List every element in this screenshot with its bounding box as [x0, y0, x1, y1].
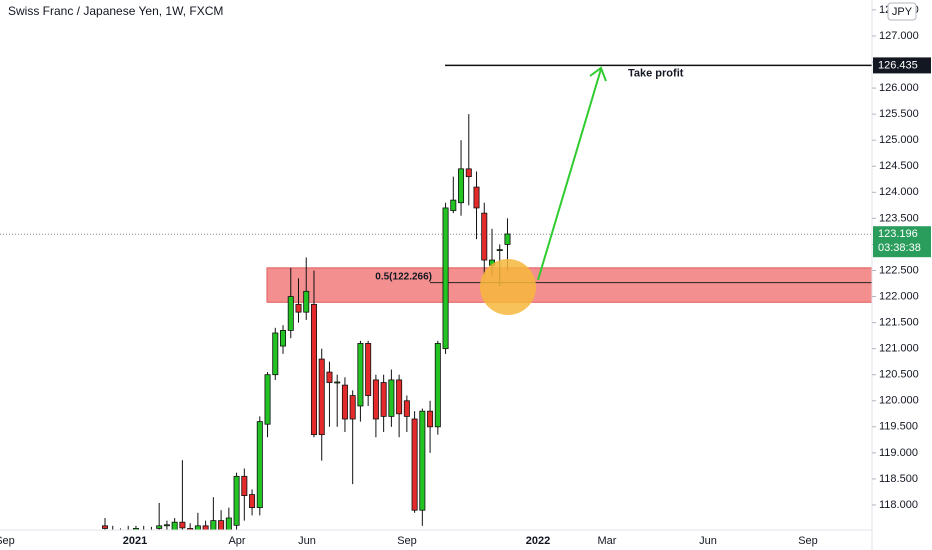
chart-title: Swiss Franc / Japanese Yen, 1W, FXCM [8, 4, 223, 18]
y-tick-label: 118.500 [879, 473, 918, 485]
x-tick-label: Jun [699, 535, 717, 547]
candle-body [388, 379, 395, 417]
currency-badge [887, 2, 917, 21]
y-tick-label: 121.000 [879, 343, 919, 355]
candle-body [504, 233, 511, 245]
take-profit-label: Take profit [628, 67, 684, 79]
candle-body [334, 381, 341, 384]
candle-body [171, 521, 178, 530]
x-tick-label: Mar [598, 535, 617, 547]
x-tick-label: 2021 [123, 535, 147, 547]
candle-body [241, 475, 248, 497]
y-tick-label: 123.500 [879, 212, 919, 224]
y-tick-label: 124.000 [879, 186, 919, 198]
y-tick-label: 126.000 [879, 82, 919, 94]
candle-body [194, 525, 201, 530]
candle-body [210, 520, 217, 530]
candle-body [396, 379, 403, 415]
highlight-circle [480, 259, 536, 315]
candle-body [427, 410, 434, 428]
support-zone [266, 267, 872, 303]
candle-body [272, 332, 279, 376]
candle-body [295, 303, 302, 313]
x-tick-label: Sep [397, 535, 417, 547]
candle-body [264, 374, 271, 425]
candle-body [280, 330, 287, 347]
candle-body [434, 343, 441, 428]
candle-body [179, 521, 186, 529]
candle-body [310, 303, 317, 436]
y-tick-label: 119.500 [879, 421, 918, 433]
candle-body [473, 186, 480, 209]
last-price-badge [873, 226, 931, 258]
candle-body [458, 168, 465, 204]
take-profit-badge [873, 57, 931, 74]
candle-body [442, 207, 449, 350]
take-profit-price: 126.435 [878, 59, 918, 71]
target-arrowhead [589, 66, 607, 82]
candle-body [465, 168, 472, 178]
y-tick-label: 125.500 [879, 108, 919, 120]
x-tick-label: Jun [298, 535, 316, 547]
target-arrow [537, 68, 602, 281]
candle-body [341, 384, 348, 420]
candle-body [249, 494, 256, 508]
candle-body [411, 418, 418, 511]
y-tick-label: 118.000 [879, 499, 918, 511]
currency-label: JPY [892, 6, 913, 18]
candle-body [357, 343, 364, 407]
candle-body [256, 421, 263, 508]
x-tick-label: Sep [0, 535, 15, 547]
candle-body [496, 249, 503, 252]
candle-body [225, 517, 232, 530]
x-tick-label: 2022 [526, 535, 550, 547]
candle-body [287, 296, 294, 331]
candle-body [380, 382, 387, 417]
candle-body [403, 400, 410, 417]
candle-body [163, 524, 170, 527]
plot-area [0, 64, 872, 530]
candle-body [481, 212, 488, 261]
y-tick-label: 120.000 [879, 395, 919, 407]
candle-body [303, 290, 310, 313]
x-tick-label: Sep [798, 535, 818, 547]
y-tick-label: 127.000 [879, 30, 919, 42]
x-tick-label: Apr [228, 535, 245, 547]
countdown: 03:38:38 [878, 242, 921, 254]
candle-body [349, 395, 356, 420]
candle-body [419, 410, 426, 511]
y-tick-label: 119.000 [879, 447, 918, 459]
candle-body [372, 379, 379, 420]
fib-label: 0.5(122.266) [375, 271, 432, 282]
candle-body [218, 520, 225, 530]
candle-body [326, 371, 333, 383]
y-tick-label: 122.000 [879, 290, 919, 302]
y-tick-label: 125.000 [879, 134, 919, 146]
candle-body [233, 475, 240, 526]
candle-body [450, 199, 457, 211]
candle-body [156, 525, 163, 529]
y-tick-label: 120.500 [879, 369, 919, 381]
candle-body [102, 525, 109, 529]
candle-body [365, 343, 372, 396]
y-tick-label: 122.500 [879, 264, 919, 276]
y-tick-label: 124.500 [879, 160, 919, 172]
y-tick-label: 121.500 [879, 316, 919, 328]
last-price: 123.196 [878, 228, 918, 240]
candle-body [318, 358, 325, 436]
